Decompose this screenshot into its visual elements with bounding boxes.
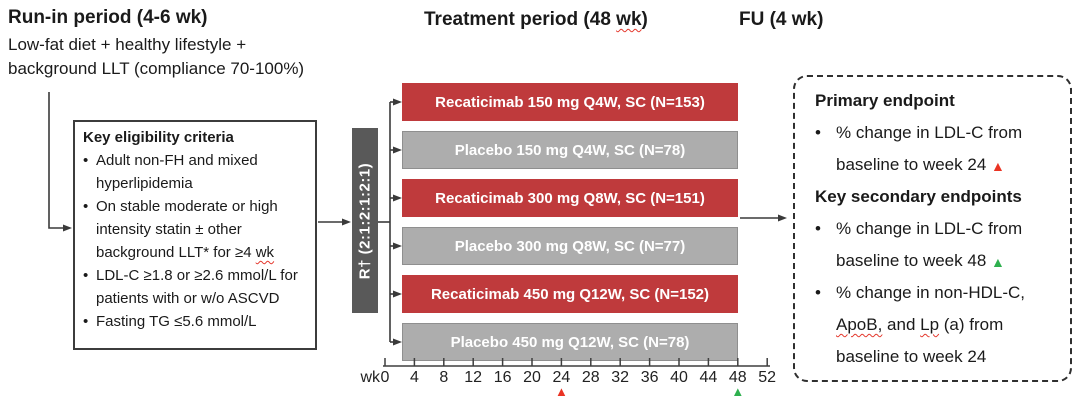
treatment-arm-placebo-2: Placebo 150 mg Q4W, SC (N=78) bbox=[402, 131, 738, 169]
randomization-bar: R† (2:1:2:1:2:1) bbox=[352, 128, 378, 313]
eligibility-line: Fasting TG ≤5.6 mmol/L bbox=[96, 313, 257, 330]
axis-tick-label: 52 bbox=[758, 369, 777, 386]
bullet-glyph: • bbox=[815, 219, 821, 238]
endpoint-line: baseline to week 48 ▲ bbox=[836, 251, 1005, 270]
endpoints-content: Primary endpoint • % change in LDL-C from b… bbox=[815, 85, 1060, 373]
spellcheck-squiggle: wk bbox=[255, 244, 275, 261]
axis-tick-label: 32 bbox=[611, 369, 630, 386]
eligibility-box: Key eligibility criteria • Adult non-FH a… bbox=[73, 120, 317, 350]
endpoint-section-title: Key secondary endpoints bbox=[815, 187, 1022, 206]
endpoint-bullet-lines: % change in LDL-C from baseline to week 4… bbox=[836, 213, 1060, 277]
randomization-ratio-label: R† (2:1:2:1:2:1) bbox=[356, 162, 374, 279]
treatment-arm-drug-1: Recaticimab 150 mg Q4W, SC (N=153) bbox=[402, 83, 738, 121]
axis-tick-label: 40 bbox=[670, 369, 688, 386]
eligibility-line: LDL-C ≥1.8 or ≥2.6 mmol/L for bbox=[96, 267, 298, 284]
eligibility-line: Adult non-FH and mixed bbox=[96, 152, 258, 169]
eligibility-item: • LDL-C ≥1.8 or ≥2.6 mmol/L for patients w… bbox=[83, 264, 309, 310]
endpoint-line: baseline to week 24 bbox=[836, 347, 987, 366]
axis-tick-label: 8 bbox=[439, 369, 449, 386]
eligibility-title: Key eligibility criteria bbox=[83, 129, 234, 146]
endpoints-box: Primary endpoint • % change in LDL-C from b… bbox=[793, 75, 1072, 382]
axis-tick-label: 36 bbox=[640, 369, 659, 386]
eligibility-line: hyperlipidemia bbox=[96, 175, 193, 192]
treatment-arm-drug-3: Recaticimab 300 mg Q8W, SC (N=151) bbox=[402, 179, 738, 217]
eligibility-line: On stable moderate or high bbox=[96, 198, 278, 215]
axis-tick-label: 16 bbox=[493, 369, 512, 386]
spellcheck-squiggle: ApoB, bbox=[836, 315, 883, 334]
spellcheck-squiggle: Lp bbox=[920, 315, 940, 334]
eligibility-line: patients with or w/o ASCVD bbox=[96, 290, 280, 307]
red-triangle-icon: ▲ bbox=[991, 158, 1005, 174]
bullet-glyph: • bbox=[83, 313, 89, 330]
eligibility-items: • Adult non-FH and mixed hyperlipidemia • On… bbox=[83, 149, 309, 333]
endpoint-bullet-item: • % change in LDL-C from baseline to week … bbox=[815, 117, 1060, 181]
endpoint-bullet-lines: % change in non-HDL-C, ApoB, and Lp (a) f… bbox=[836, 277, 1060, 373]
week48-green-triangle-icon: ▲ bbox=[731, 384, 745, 399]
bullet-glyph: • bbox=[815, 123, 821, 142]
axis-tick-label: 12 bbox=[464, 369, 483, 386]
bullet-glyph: • bbox=[83, 198, 89, 215]
treatment-arm-drug-5: Recaticimab 450 mg Q12W, SC (N=152) bbox=[402, 275, 738, 313]
endpoint-line: baseline to week 24 ▲ bbox=[836, 155, 1005, 174]
endpoint-bullet-item: • % change in LDL-C from baseline to week … bbox=[815, 213, 1060, 277]
endpoint-line: % change in non-HDL-C, bbox=[836, 283, 1025, 302]
follow-up-title: FU (4 wk) bbox=[739, 9, 824, 30]
endpoint-line: ApoB, and Lp (a) from bbox=[836, 315, 1004, 334]
green-triangle-icon: ▲ bbox=[991, 254, 1005, 270]
week24-red-triangle-icon: ▲ bbox=[554, 384, 568, 399]
endpoint-bullet-lines: % change in LDL-C from baseline to week 2… bbox=[836, 117, 1060, 181]
spellcheck-squiggle: wk bbox=[616, 9, 642, 30]
treatment-arm-placebo-4: Placebo 300 mg Q8W, SC (N=77) bbox=[402, 227, 738, 265]
endpoint-line: % change in LDL-C from bbox=[836, 219, 1023, 238]
eligibility-line: intensity statin ± other bbox=[96, 221, 242, 238]
eligibility-item-lines: Adult non-FH and mixed hyperlipidemia bbox=[96, 149, 309, 195]
bullet-glyph: • bbox=[815, 283, 821, 302]
eligibility-item-lines: LDL-C ≥1.8 or ≥2.6 mmol/L for patients wi… bbox=[96, 264, 309, 310]
axis-tick-label: 28 bbox=[581, 369, 600, 386]
endpoint-section-title: Primary endpoint bbox=[815, 91, 955, 110]
eligibility-line: background LLT* for ≥4 wk bbox=[96, 244, 275, 261]
eligibility-item-lines: Fasting TG ≤5.6 mmol/L bbox=[96, 310, 309, 333]
axis-tick-label: 20 bbox=[523, 369, 541, 386]
treatment-period-title: Treatment period (48 wk) bbox=[424, 9, 648, 30]
eligibility-item: • Adult non-FH and mixed hyperlipidemia bbox=[83, 149, 309, 195]
eligibility-item-lines: On stable moderate or high intensity stat… bbox=[96, 195, 309, 264]
eligibility-item: • On stable moderate or high intensity sta… bbox=[83, 195, 309, 264]
treatment-arm-placebo-6: Placebo 450 mg Q12W, SC (N=78) bbox=[402, 323, 738, 361]
axis-tick-label: 0 bbox=[380, 369, 390, 386]
run-in-description-line: background LLT (compliance 70-100%) bbox=[8, 59, 305, 78]
endpoint-line: % change in LDL-C from bbox=[836, 123, 1023, 142]
axis-tick-label: 44 bbox=[699, 369, 718, 386]
bullet-glyph: • bbox=[83, 152, 89, 169]
endpoint-bullet-item: • % change in non-HDL-C, ApoB, and Lp (a) … bbox=[815, 277, 1060, 373]
timeline-unit-label: wk bbox=[360, 369, 380, 386]
axis-tick-label: 4 bbox=[409, 369, 419, 386]
axis-tick-label: 24 bbox=[552, 369, 571, 386]
axis-tick-label: 48 bbox=[728, 369, 747, 386]
run-in-description: Low-fat diet + healthy lifestyle + backg… bbox=[8, 33, 304, 81]
run-in-description-line: Low-fat diet + healthy lifestyle + bbox=[8, 35, 247, 54]
run-in-period-title: Run-in period (4-6 wk) bbox=[8, 7, 208, 28]
eligibility-item: • Fasting TG ≤5.6 mmol/L bbox=[83, 310, 309, 333]
bullet-glyph: • bbox=[83, 267, 89, 284]
